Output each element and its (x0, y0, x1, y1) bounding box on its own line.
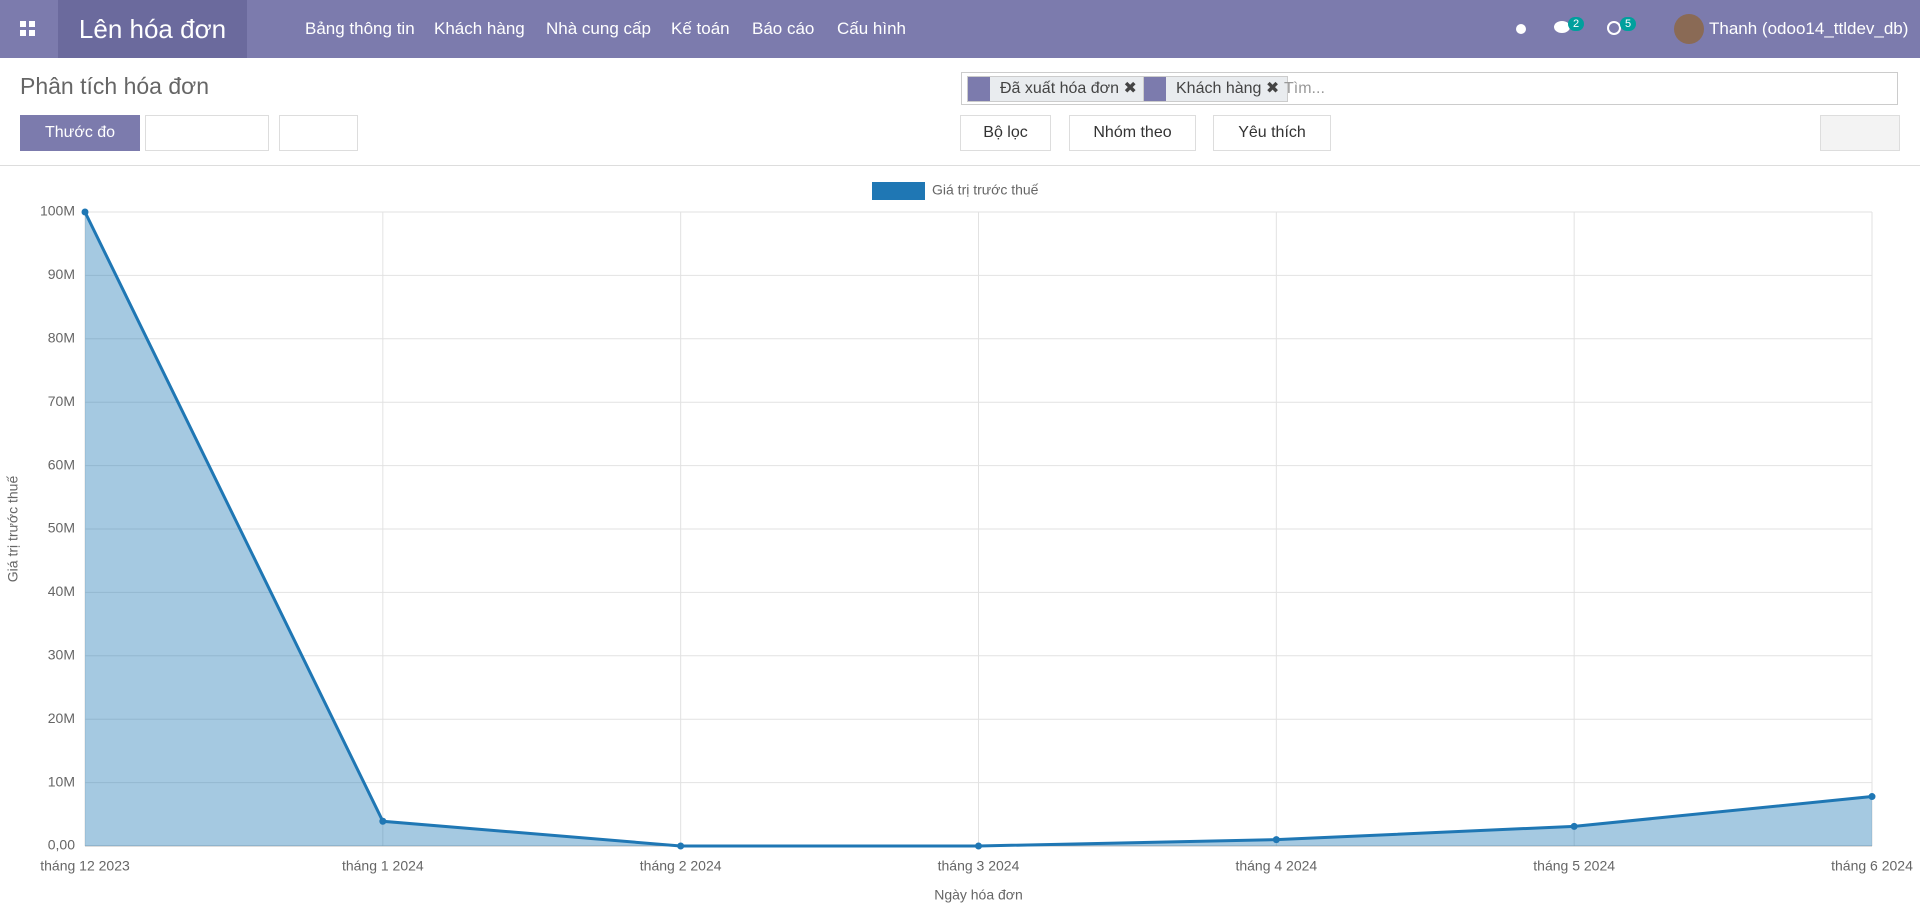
measure-button[interactable]: Thước đo (20, 115, 140, 151)
y-tick-label: 90M (48, 266, 75, 282)
activities-icon[interactable] (1606, 20, 1622, 36)
app-name[interactable]: Lên hóa đơn (58, 0, 247, 58)
debug-icon[interactable] (1513, 20, 1529, 36)
point (975, 842, 982, 850)
avatar[interactable] (1673, 13, 1705, 45)
favorites-button[interactable]: Yêu thích (1213, 115, 1331, 151)
page-title: Phân tích hóa đơn (20, 73, 209, 99)
x-tick-label: tháng 12 2023 (40, 858, 130, 874)
messages-icon[interactable] (1553, 20, 1571, 36)
x-tick-label: tháng 5 2024 (1533, 858, 1615, 874)
user-menu[interactable]: Thanh (odoo14_ttldev_db) (1709, 19, 1909, 38)
point (677, 842, 685, 850)
facet-label: Khách hàng (1176, 80, 1262, 97)
point (379, 817, 387, 825)
apps-icon[interactable] (20, 21, 36, 37)
y-tick-label: 100M (40, 203, 75, 219)
messages-badge: 2 (1568, 17, 1585, 31)
y-axis-label: Giá trị trước thuế (5, 476, 21, 583)
activities-badge: 5 (1620, 17, 1637, 31)
menu-item[interactable]: Khách hàng (434, 19, 525, 38)
menu-item[interactable]: Cấu hình (837, 19, 906, 38)
point (1570, 822, 1578, 830)
menu-item[interactable]: Báo cáo (752, 19, 815, 38)
search-facet[interactable]: Đã xuất hóa đơn ✖ (967, 76, 1146, 102)
y-tick-label: 0,00 (48, 837, 75, 853)
legend-swatch (872, 182, 925, 200)
search-placeholder[interactable]: Tìm... (1284, 80, 1325, 97)
area (85, 212, 1872, 846)
y-tick-label: 80M (48, 330, 75, 346)
x-axis-label: Ngày hóa đơn (934, 887, 1023, 903)
chart: 0,00 10M 20M 30M 40M 50M 60M 70M 80M 90M 100M tháng… (5, 182, 1913, 903)
x-tick-label: tháng 3 2024 (938, 858, 1020, 874)
filter-button[interactable]: Bộ lọc (960, 115, 1051, 151)
y-tick-label: 20M (48, 710, 75, 726)
sort-buttons[interactable] (279, 115, 358, 151)
y-tick-label: 10M (48, 773, 75, 789)
y-tick-label: 70M (48, 393, 75, 409)
chart-type-buttons[interactable] (145, 115, 269, 151)
menu-item[interactable]: Nhà cung cấp (546, 19, 651, 38)
x-tick-label: tháng 2 2024 (640, 858, 722, 874)
y-tick-label: 50M (48, 520, 75, 536)
view-switcher[interactable] (1820, 115, 1900, 151)
group-by-button[interactable]: Nhóm theo (1069, 115, 1196, 151)
x-tick-label: tháng 4 2024 (1235, 858, 1317, 874)
navbar: Lên hóa đơn Bảng thông tin Khách hàng Nh… (0, 0, 1920, 58)
point (1868, 793, 1876, 801)
separator (0, 165, 1920, 166)
y-tick-label: 30M (48, 647, 75, 663)
menu-item[interactable]: Bảng thông tin (305, 19, 415, 38)
menu-item[interactable]: Kế toán (671, 19, 730, 38)
point (81, 208, 89, 216)
search-facet[interactable]: Khách hàng ✖ (1143, 76, 1289, 102)
x-tick-label: tháng 1 2024 (342, 858, 424, 874)
point (1272, 836, 1280, 844)
legend-label: Giá trị trước thuế (932, 182, 1039, 198)
x-tick-label: tháng 6 2024 (1831, 858, 1913, 874)
search-box[interactable] (961, 72, 1898, 105)
y-tick-label: 60M (48, 456, 75, 472)
y-tick-label: 40M (48, 583, 75, 599)
facet-label: Đã xuất hóa đơn (1000, 80, 1120, 97)
